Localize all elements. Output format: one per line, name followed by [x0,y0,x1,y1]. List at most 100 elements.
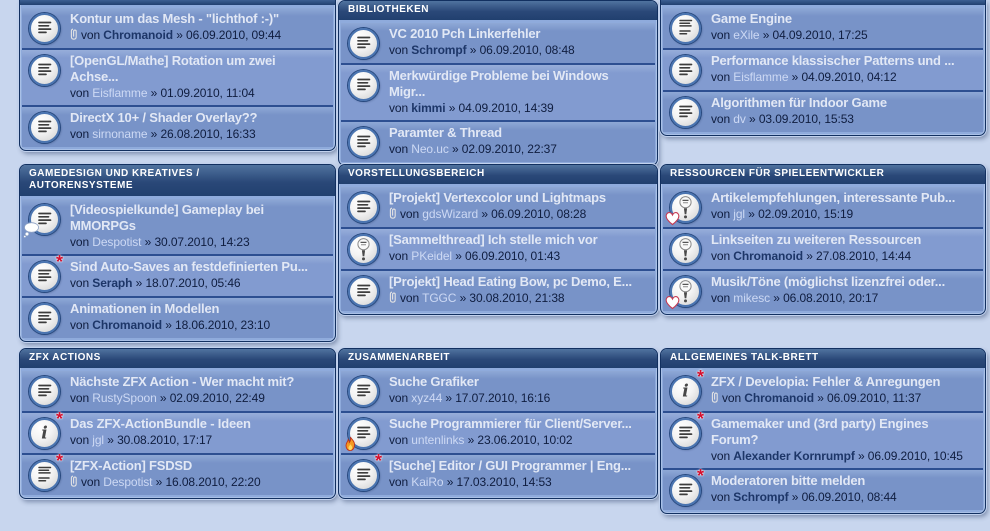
thread-title-link[interactable]: [OpenGL/Mathe] Rotation um zwei Achse... [70,53,276,84]
thread-title-link[interactable]: [Projekt] Head Eating Bow, pc Demo, E... [389,274,632,289]
document-icon [38,311,52,324]
thread-row[interactable]: DirectX 10+ / Shader Overlay?? von sirno… [22,105,333,147]
thread-row[interactable]: Artikelempfehlungen, interessante Pub...… [663,187,983,227]
author-link[interactable]: TGGC [422,291,457,305]
byline-prefix: von [70,391,90,405]
author-link[interactable]: Alexander Kornrumpf [733,449,855,463]
author-link[interactable]: kimmi [411,101,446,115]
thread-title-link[interactable]: Algorithmen für Indoor Game [711,95,887,110]
author-link[interactable]: Despotist [92,235,142,249]
author-link[interactable]: eXile [733,28,760,42]
forum-panel-zfx-actions: ZFX ACTIONS Nächste ZFX Action - Wer mac… [19,348,336,499]
thread-title-link[interactable]: Paramter & Thread [389,125,502,140]
thread-title-link[interactable]: Suche Programmierer für Client/Server... [389,416,632,431]
thread-title-link[interactable]: [ZFX-Action] FSDSD [70,458,193,473]
author-link[interactable]: Eisflamme [733,70,789,84]
thread-title-link[interactable]: Nächste ZFX Action - Wer macht mit? [70,374,295,389]
thread-row[interactable]: i * Das ZFX-ActionBundle - Ideen von jgl… [22,410,333,453]
thread-row[interactable]: Linkseiten zu weiteren Ressourcen von Ch… [663,227,983,269]
thread-title-link[interactable]: Linkseiten zu weiteren Ressourcen [711,232,922,247]
thread-row[interactable]: [Sammelthread] Ich stelle mich vor von P… [341,227,655,269]
thread-byline: von mikesc » 06.08.2010, 20:17 [711,291,977,306]
thread-title-link[interactable]: [Suche] Editor / GUI Programmer | Eng... [389,458,631,473]
thread-row[interactable]: Paramter & Thread von Neo.uc » 02.09.201… [341,120,655,162]
thread-title-link[interactable]: Musik/Töne (möglichst lizenzfrei oder... [711,274,945,289]
author-link[interactable]: Chromanoid [103,28,173,42]
thread-row[interactable]: [OpenGL/Mathe] Rotation um zwei Achse...… [22,48,333,105]
thread-row[interactable]: * Sind Auto-Saves an festdefinierten Pu.… [22,253,333,296]
thread-title-link[interactable]: [Sammelthread] Ich stelle mich vor [389,232,598,247]
thread-row[interactable]: * [ZFX-Action] FSDSD von Despotist » 16.… [22,452,333,495]
author-link[interactable]: Chromanoid [733,249,803,263]
thread-title-link[interactable]: Animationen in Modellen [70,301,220,316]
thread-row[interactable]: Suche Grafiker von xyz44 » 17.07.2010, 1… [341,371,655,411]
post-date: 06.09.2010, 09:44 [186,28,282,42]
forum-category-header[interactable]: ALLGEMEINES TALK-BRETT [661,349,985,368]
author-link[interactable]: mikesc [733,291,771,305]
author-link[interactable]: PKeidel [411,249,452,263]
author-link[interactable]: Chromanoid [92,318,162,332]
author-link[interactable]: Eisflamme [92,86,148,100]
author-link[interactable]: Schrompf [733,490,789,504]
thread-row[interactable]: [Projekt] Vertexcolor und Lightmaps von … [341,187,655,227]
author-link[interactable]: jgl [92,433,105,447]
thread-title-link[interactable]: Gamemaker und (3rd party) Engines Forum? [711,416,929,447]
forum-category-header[interactable]: BIBLIOTHEKEN [339,1,657,20]
author-link[interactable]: Neo.uc [411,142,449,156]
thread-title-link[interactable]: Merkwürdige Probleme bei Windows Migr... [389,68,609,99]
thread-title-link[interactable]: Artikelempfehlungen, interessante Pub... [711,190,956,205]
thread-row[interactable]: [Videospielkunde] Gameplay bei MMORPGs v… [22,199,333,254]
author-link[interactable]: KaiRo [411,475,444,489]
thread-row[interactable]: Nächste ZFX Action - Wer macht mit? von … [22,371,333,411]
thread-title-link[interactable]: Sind Auto-Saves an festdefinierten Pu... [70,259,308,274]
byline-separator: » [791,70,799,84]
thread-byline: von dv » 03.09.2010, 15:53 [711,112,977,127]
topic-icon [348,234,379,265]
thread-title-link[interactable]: VC 2010 Pch Linkerfehler [389,26,541,41]
author-link[interactable]: Seraph [92,276,133,290]
thread-title-link[interactable]: Das ZFX-ActionBundle - Ideen [70,416,251,431]
thread-row[interactable]: Game Engine von eXile » 04.09.2010, 17:2… [663,8,983,48]
thread-title-link[interactable]: Suche Grafiker [389,374,479,389]
thread-byline: von jgl » 30.08.2010, 17:17 [70,433,327,448]
thread-row[interactable]: * Gamemaker und (3rd party) Engines Foru… [663,410,983,468]
author-link[interactable]: Despotist [103,475,153,489]
thread-row[interactable]: Merkwürdige Probleme bei Windows Migr...… [341,63,655,120]
thread-row[interactable]: Kontur um das Mesh - "lichthof :-)" von … [22,8,333,48]
thread-title-link[interactable]: Kontur um das Mesh - "lichthof :-)" [70,11,279,26]
thread-text-block: [ZFX-Action] FSDSD von Despotist » 16.08… [70,458,327,490]
author-link[interactable]: untenlinks [411,433,465,447]
thread-row[interactable]: Musik/Töne (möglichst lizenzfrei oder...… [663,269,983,311]
thread-row[interactable]: [Projekt] Head Eating Bow, pc Demo, E...… [341,269,655,311]
thread-row[interactable]: * Moderatoren bitte melden von Schrompf … [663,467,983,510]
author-link[interactable]: gdsWizard [422,207,479,221]
byline-separator: » [144,235,152,249]
author-link[interactable]: sirnoname [92,127,148,141]
thread-title-link[interactable]: Performance klassischer Patterns und ... [711,53,955,68]
thread-title-link[interactable]: [Videospielkunde] Gameplay bei MMORPGs [70,202,264,233]
forum-category-header[interactable]: ZUSAMMENARBEIT [339,349,657,368]
thread-row[interactable]: * [Suche] Editor / GUI Programmer | Eng.… [341,452,655,495]
forum-category-header[interactable]: GAMEDESIGN UND KREATIVES / AUTORENSYSTEM… [20,165,335,196]
author-link[interactable]: dv [733,112,746,126]
thread-title-link[interactable]: [Projekt] Vertexcolor und Lightmaps [389,190,606,205]
forum-category-header[interactable]: ZFX ACTIONS [20,349,335,368]
thread-title-link[interactable]: ZFX / Developia: Fehler & Anregungen [711,374,941,389]
thread-row[interactable]: VC 2010 Pch Linkerfehler von Schrompf » … [341,23,655,63]
thread-row[interactable]: Suche Programmierer für Client/Server...… [341,411,655,453]
forum-category-header[interactable]: VORSTELLUNGSBEREICH [339,165,657,184]
thread-title-link[interactable]: DirectX 10+ / Shader Overlay?? [70,110,258,125]
thread-row[interactable]: Performance klassischer Patterns und ...… [663,48,983,90]
forum-category-header[interactable]: RESSOURCEN FÜR SPIELEENTWICKLER [661,165,985,184]
document-icon [38,21,52,34]
author-link[interactable]: RustySpoon [92,391,157,405]
author-link[interactable]: Schrompf [411,43,467,57]
thread-row[interactable]: i * ZFX / Developia: Fehler & Anregungen… [663,368,983,411]
thread-title-link[interactable]: Game Engine [711,11,792,26]
thread-title-link[interactable]: Moderatoren bitte melden [711,473,866,488]
author-link[interactable]: xyz44 [411,391,443,405]
thread-row[interactable]: Animationen in Modellen von Chromanoid »… [22,296,333,338]
author-link[interactable]: jgl [733,207,746,221]
thread-row[interactable]: Algorithmen für Indoor Game von dv » 03.… [663,90,983,132]
author-link[interactable]: Chromanoid [744,391,814,405]
